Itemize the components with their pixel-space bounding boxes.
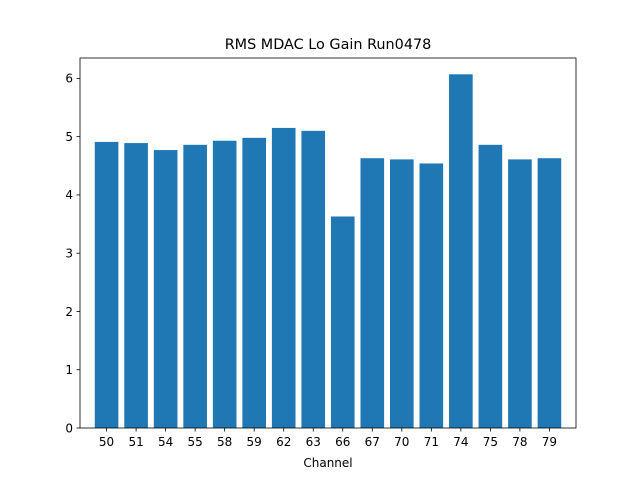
x-tick-label-55: 55 (188, 435, 203, 449)
y-tick-label-2: 2 (65, 305, 73, 319)
x-tick-label-78: 78 (512, 435, 527, 449)
x-tick-label-71: 71 (424, 435, 439, 449)
bar-63 (301, 130, 326, 428)
bar-54 (153, 150, 178, 428)
bar-55 (183, 144, 207, 428)
x-tick-label-59: 59 (247, 435, 262, 449)
x-tick-label-63: 63 (306, 435, 321, 449)
bar-62 (271, 127, 296, 428)
bar-66 (330, 216, 355, 428)
bar-75 (478, 144, 503, 428)
x-tick-label-51: 51 (128, 435, 143, 449)
y-tick-label-0: 0 (65, 421, 73, 435)
y-tick-label-6: 6 (65, 72, 73, 86)
bar-74 (449, 74, 473, 428)
bars-group (94, 74, 562, 429)
y-tick-label-1: 1 (65, 363, 73, 377)
x-axis-label: Channel (303, 456, 352, 470)
bar-51 (124, 143, 148, 428)
x-tick-label-70: 70 (394, 435, 409, 449)
x-tick-label-50: 50 (99, 435, 114, 449)
x-axis-ticks: 50 51 54 55 58 59 62 63 66 67 70 71 74 75 78 79 (99, 428, 557, 449)
bar-78 (508, 159, 532, 428)
x-tick-label-62: 62 (276, 435, 291, 449)
x-tick-label-54: 54 (158, 435, 173, 449)
chart-title: RMS MDAC Lo Gain Run0478 (225, 37, 432, 53)
x-tick-label-66: 66 (335, 435, 350, 449)
bar-58 (212, 140, 237, 428)
bar-71 (419, 163, 444, 428)
y-axis-ticks: 0 1 2 3 4 5 6 (65, 72, 80, 435)
y-tick-label-5: 5 (65, 130, 73, 144)
x-tick-label-74: 74 (453, 435, 468, 449)
x-tick-label-79: 79 (542, 435, 557, 449)
x-tick-label-58: 58 (217, 435, 232, 449)
x-tick-label-75: 75 (483, 435, 498, 449)
bar-70 (390, 159, 414, 428)
bar-50 (94, 141, 119, 428)
bar-59 (242, 137, 266, 428)
bar-67 (360, 158, 385, 429)
bar-79 (537, 158, 562, 429)
y-tick-label-3: 3 (65, 246, 73, 260)
y-tick-label-4: 4 (65, 188, 73, 202)
plot-frame (79, 57, 577, 429)
x-tick-label-67: 67 (365, 435, 380, 449)
